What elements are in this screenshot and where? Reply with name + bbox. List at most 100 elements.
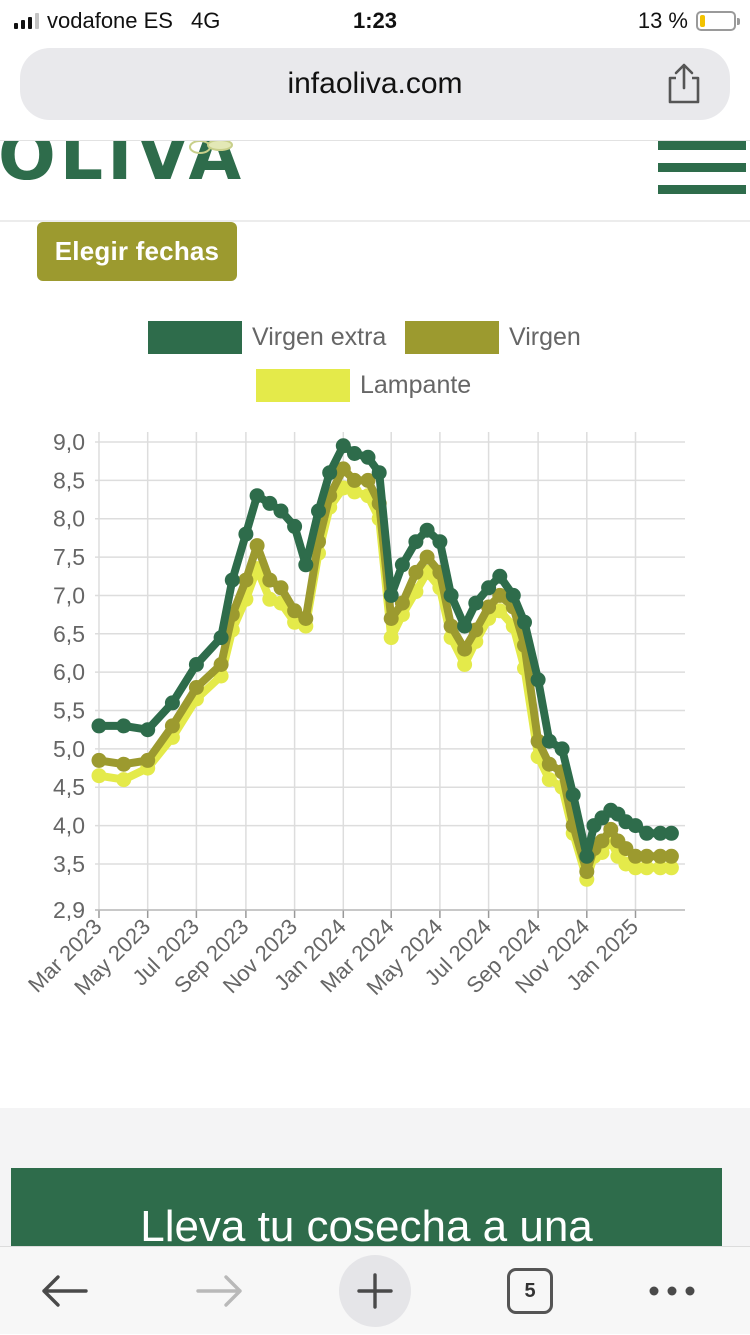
data-point-lampante xyxy=(639,860,655,876)
data-point-virgen-extra xyxy=(517,614,532,630)
y-tick-label: 7,5 xyxy=(53,544,85,570)
data-point-virgen-extra xyxy=(335,438,351,454)
legend-label: Lampante xyxy=(360,371,472,399)
y-tick-label: 2,9 xyxy=(53,897,85,923)
data-point-virgen-extra xyxy=(347,446,362,461)
chart-plot: 9,08,58,07,57,06,56,05,55,04,54,03,52,9M… xyxy=(23,429,685,1000)
data-point-lampante xyxy=(663,860,679,876)
data-point-virgen-extra xyxy=(213,630,229,646)
y-tick-label: 8,0 xyxy=(53,506,85,532)
back-button[interactable] xyxy=(34,1247,94,1335)
legend-item-lampante[interactable]: Lampante xyxy=(256,369,471,402)
data-point-virgen xyxy=(298,611,314,626)
battery-percent: 13 % xyxy=(637,8,688,33)
data-point-virgen-extra xyxy=(579,848,595,864)
tabs-count: 5 xyxy=(507,1268,553,1314)
tabs-button[interactable]: 5 xyxy=(507,1247,553,1335)
data-point-virgen-extra xyxy=(394,557,410,573)
status-bar: vodafone ES 4G 1:23 13 % xyxy=(0,0,750,40)
data-point-virgen xyxy=(140,752,156,768)
data-point-virgen xyxy=(603,821,619,837)
data-point-virgen-extra xyxy=(457,618,473,634)
data-point-virgen xyxy=(91,752,107,768)
data-point-virgen xyxy=(116,756,132,772)
address-bar[interactable]: infaoliva.com xyxy=(20,48,730,120)
data-point-lampante xyxy=(628,860,643,876)
data-point-virgen-extra xyxy=(408,534,424,550)
data-point-virgen-extra xyxy=(164,695,180,711)
data-point-virgen xyxy=(530,733,546,749)
data-point-virgen-extra xyxy=(224,572,240,588)
data-point-virgen-extra xyxy=(238,526,254,542)
data-point-virgen-extra xyxy=(273,503,289,519)
network-type: 4G xyxy=(190,8,221,33)
legend-item-virgen-extra[interactable]: Virgen extra xyxy=(148,321,386,354)
y-tick-label: 6,0 xyxy=(53,659,85,685)
data-point-virgen-extra xyxy=(481,580,497,596)
data-point-virgen xyxy=(663,848,679,864)
data-point-virgen-extra xyxy=(371,465,387,481)
legend-swatch xyxy=(405,321,499,354)
browser-toolbar: 5 xyxy=(0,1246,750,1334)
data-point-virgen xyxy=(443,618,459,634)
data-point-virgen-extra xyxy=(188,657,204,672)
data-point-virgen-extra xyxy=(663,825,679,841)
data-point-virgen-extra xyxy=(505,587,521,603)
data-point-virgen xyxy=(383,611,399,626)
promo-banner[interactable]: Lleva tu cosecha a una xyxy=(11,1168,722,1258)
data-point-virgen-extra xyxy=(383,587,399,603)
data-point-virgen xyxy=(481,599,497,615)
data-point-lampante xyxy=(116,772,132,788)
data-point-virgen-extra xyxy=(249,488,265,504)
data-point-virgen-extra xyxy=(91,718,107,734)
plus-icon xyxy=(339,1255,411,1327)
y-tick-label: 3,5 xyxy=(53,851,85,877)
y-tick-label: 9,0 xyxy=(53,429,85,455)
choose-dates-button[interactable]: Elegir fechas xyxy=(37,222,237,281)
data-point-lampante xyxy=(652,860,668,876)
data-point-lampante xyxy=(347,484,362,500)
data-point-lampante xyxy=(457,657,473,672)
data-point-virgen xyxy=(639,848,655,864)
data-point-virgen xyxy=(594,833,610,849)
legend-label: Virgen xyxy=(509,323,581,351)
data-point-virgen-extra xyxy=(140,722,156,738)
y-tick-label: 8,5 xyxy=(53,467,85,493)
y-tick-label: 6,5 xyxy=(53,621,85,647)
data-point-virgen xyxy=(347,472,362,488)
price-chart: Virgen extra Virgen Lampante 9,0 8,5 8,0 7,… xyxy=(0,290,750,1080)
data-point-virgen-extra xyxy=(541,733,557,749)
site-logo[interactable]: OLIVA xyxy=(0,140,246,196)
y-tick-label: 4,5 xyxy=(53,774,85,800)
data-point-virgen xyxy=(213,657,229,672)
data-point-virgen xyxy=(394,595,410,611)
carrier: vodafone ES 4G xyxy=(14,8,220,34)
arrow-left-icon xyxy=(42,1275,88,1307)
data-point-virgen-extra xyxy=(432,534,448,550)
url-text[interactable]: infaoliva.com xyxy=(287,67,463,100)
data-point-virgen-extra xyxy=(360,449,376,465)
data-point-virgen xyxy=(188,680,204,695)
data-point-virgen-extra xyxy=(298,557,314,573)
data-point-virgen xyxy=(287,603,303,619)
arrow-right-icon xyxy=(196,1275,242,1307)
data-point-virgen-extra xyxy=(530,672,546,688)
more-menu-button[interactable] xyxy=(648,1247,696,1335)
y-tick-label: 4,0 xyxy=(53,813,85,839)
new-tab-button[interactable] xyxy=(339,1247,411,1335)
hamburger-menu-icon[interactable] xyxy=(658,141,746,199)
legend-item-virgen[interactable]: Virgen xyxy=(405,321,581,354)
data-point-virgen xyxy=(360,472,376,488)
data-point-virgen xyxy=(164,718,180,734)
legend-swatch xyxy=(148,321,242,354)
data-point-virgen-extra xyxy=(565,787,581,803)
data-point-virgen xyxy=(628,848,643,864)
data-point-virgen-extra xyxy=(639,825,655,841)
share-icon[interactable] xyxy=(664,62,704,106)
forward-button[interactable] xyxy=(190,1247,250,1335)
data-point-virgen xyxy=(492,587,508,603)
battery: 13 % xyxy=(637,8,740,34)
y-tick-label: 7,0 xyxy=(53,582,85,608)
site-header: OLIVA xyxy=(0,140,750,222)
data-point-lampante xyxy=(541,772,557,788)
